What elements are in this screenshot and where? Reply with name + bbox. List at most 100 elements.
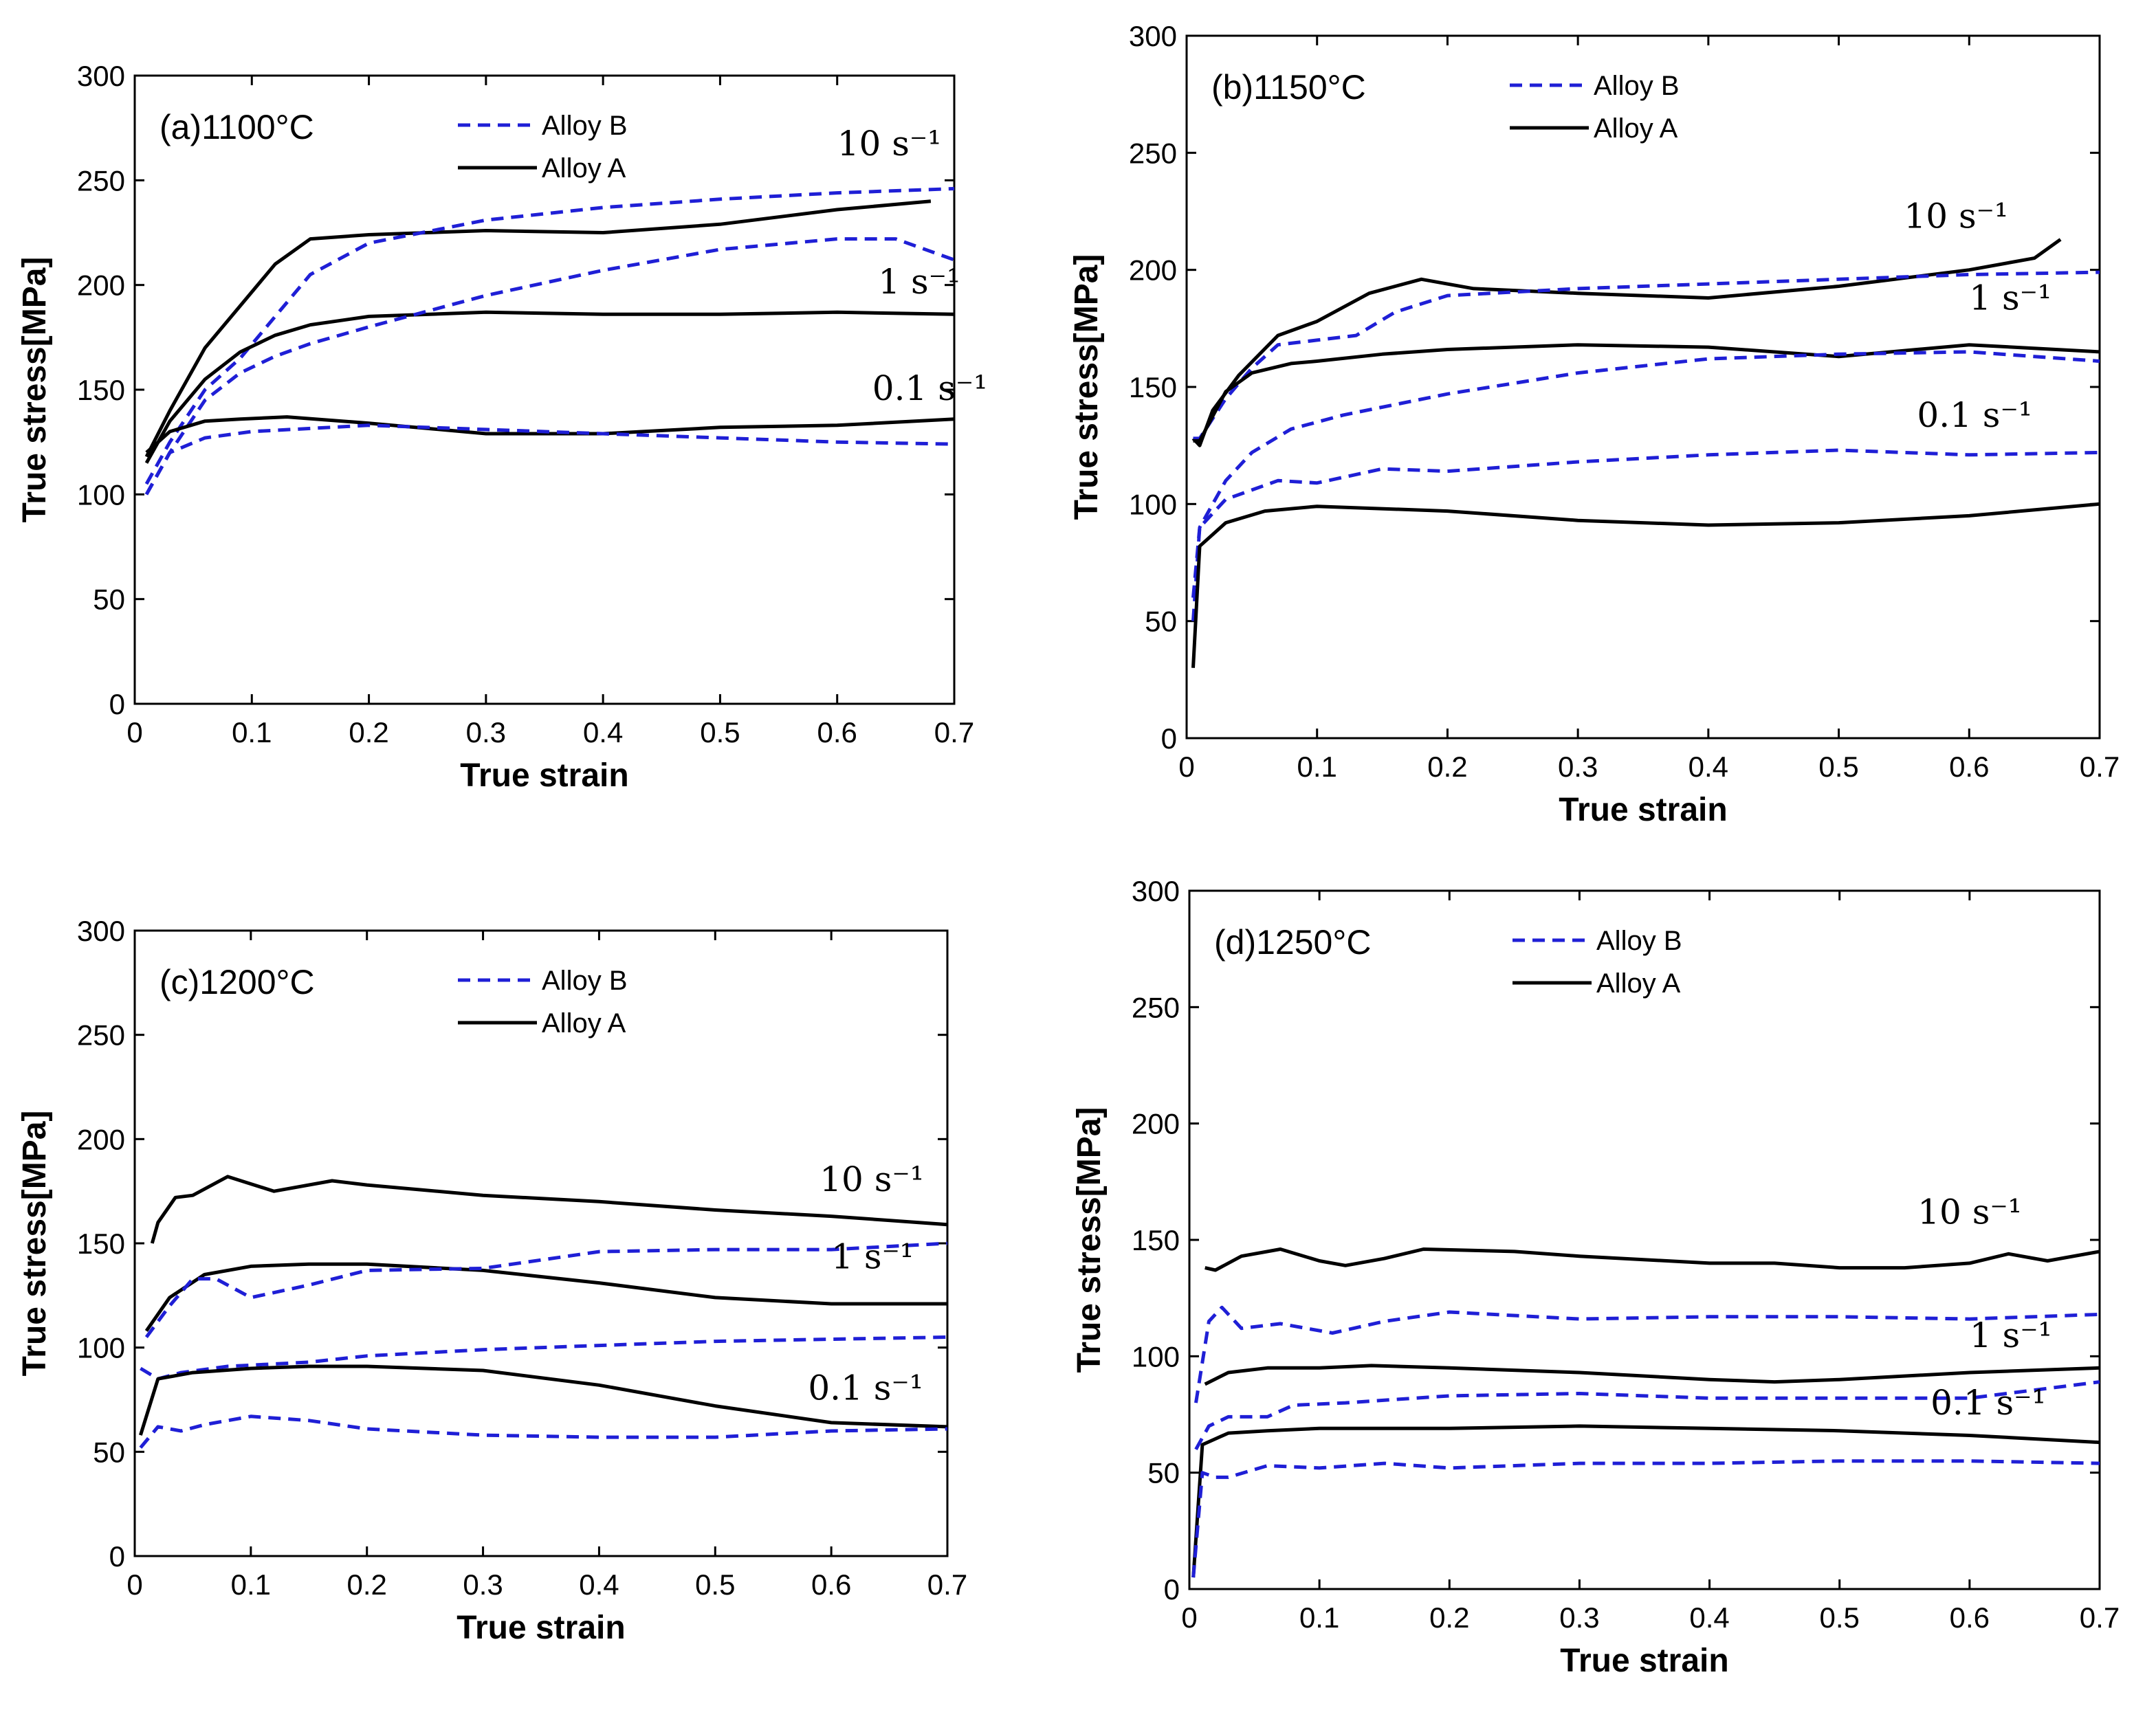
legend-entry: Alloy A	[1596, 968, 1681, 999]
x-tick-label: 0.4	[583, 716, 623, 748]
x-tick-label: 0.3	[463, 1568, 503, 1601]
y-tick-label: 250	[1132, 991, 1180, 1023]
chart-panel-b: 0 0.1 0.2 0.3 0.4 0.5 0.6 0.7 0 50 100 150 200 250 300…	[1068, 20, 2120, 828]
series-line-alloy-a	[1191, 502, 2100, 668]
y-tick-label: 50	[1145, 606, 1177, 638]
x-tick-label: 0.7	[2080, 1601, 2120, 1634]
y-tick-label: 50	[1147, 1457, 1180, 1489]
y-tick-label: 50	[93, 584, 125, 616]
y-tick-label: 300	[77, 915, 125, 947]
y-tick-label: 200	[77, 1123, 125, 1155]
x-tick-label: 0.6	[817, 716, 857, 748]
x-tick-label: 0.3	[466, 716, 506, 748]
y-axis-label: True stress[MPa]	[16, 257, 53, 523]
strain-rate-label: 1 s⁻¹	[878, 262, 960, 302]
y-tick-label: 300	[77, 60, 125, 92]
y-tick-label: 0	[109, 1540, 125, 1573]
x-tick-label: 0.1	[1297, 751, 1337, 783]
x-tick-label: 0.2	[1427, 751, 1467, 783]
series-line-alloy-a	[1193, 343, 2100, 443]
series-line-alloy-b	[1193, 270, 2100, 441]
x-tick-label: 0.2	[349, 716, 388, 748]
series-line-alloy-b	[144, 187, 955, 485]
x-tick-label: 0	[126, 1568, 142, 1601]
chart-panel-a: 0 0.1 0.2 0.3 0.4 0.5 0.6 0.7 0 50 100 150 200 250 300…	[16, 60, 987, 794]
x-tick-label: 0.5	[1818, 751, 1858, 783]
series-line-alloy-b	[144, 423, 955, 496]
y-tick-label: 200	[1132, 1108, 1180, 1140]
series-line-alloy-b	[1191, 448, 2100, 621]
panel-title: (b)1150°C	[1211, 68, 1366, 107]
series-line-alloy-a	[145, 415, 955, 454]
y-tick-label: 100	[1129, 488, 1177, 520]
x-tick-label: 0.5	[700, 716, 740, 748]
x-tick-label: 0.6	[1949, 751, 1989, 783]
y-tick-label: 100	[77, 1332, 125, 1364]
series-line-alloy-b	[140, 1335, 948, 1381]
series-line-alloy-b	[1191, 1459, 2100, 1578]
y-axis-label: True stress[MPa]	[1068, 254, 1105, 520]
x-axis-label: True strain	[460, 757, 628, 794]
series-line-alloy-a	[139, 1364, 948, 1436]
y-tick-label: 150	[77, 374, 125, 406]
y-tick-label: 100	[1132, 1340, 1180, 1373]
strain-rate-label: 0.1 s⁻¹	[1930, 1383, 2046, 1423]
x-tick-label: 0.5	[1820, 1601, 1860, 1634]
series-line-alloy-b	[1194, 1305, 2100, 1403]
x-tick-label: 0.1	[231, 1568, 271, 1601]
y-axis-label: True stress[MPa]	[1071, 1107, 1108, 1373]
strain-rate-label: 10 s⁻¹	[837, 124, 942, 164]
x-tick-label: 0.3	[1558, 751, 1598, 783]
y-tick-label: 0	[1164, 1573, 1180, 1606]
x-tick-label: 0.6	[1950, 1601, 1990, 1634]
series-line-alloy-b	[144, 237, 955, 496]
chart-panel-c: 0 0.1 0.2 0.3 0.4 0.5 0.6 0.7 0 50 100 150 200 250 300…	[16, 915, 967, 1646]
x-tick-label: 0	[126, 716, 142, 748]
x-tick-label: 0.7	[2080, 751, 2120, 783]
x-tick-label: 0	[1181, 1601, 1197, 1634]
x-tick-label: 0.7	[934, 716, 974, 748]
y-tick-label: 0	[1161, 722, 1177, 755]
x-tick-label: 0	[1178, 751, 1194, 783]
y-tick-label: 250	[77, 1019, 125, 1052]
x-tick-label: 0.1	[232, 716, 272, 748]
y-tick-label: 250	[77, 164, 125, 197]
legend-entry: Alloy A	[542, 153, 626, 184]
x-axis-label: True strain	[456, 1610, 625, 1646]
series-line-alloy-b	[1194, 1380, 2100, 1451]
strain-rate-label: 1 s⁻¹	[831, 1236, 914, 1276]
panel-title: (c)1200°C	[160, 963, 315, 1001]
x-tick-label: 0.6	[811, 1568, 851, 1601]
y-tick-label: 50	[93, 1436, 125, 1468]
legend-entry: Alloy B	[1596, 926, 1682, 956]
y-tick-label: 150	[77, 1228, 125, 1260]
series-line-alloy-a	[144, 199, 932, 458]
y-tick-label: 150	[1132, 1224, 1180, 1256]
plot-area-frame	[133, 929, 949, 1557]
x-tick-label: 0.2	[347, 1568, 387, 1601]
legend-entry: Alloy B	[1594, 71, 1680, 101]
x-tick-label: 0.4	[1688, 751, 1728, 783]
x-tick-label: 0.3	[1559, 1601, 1599, 1634]
y-tick-label: 0	[109, 688, 125, 720]
series-line-alloy-a	[150, 1175, 948, 1244]
panel-title: (a)1100°C	[160, 108, 314, 146]
y-axis-label: True stress[MPa]	[16, 1111, 53, 1377]
strain-rate-label: 10 s⁻¹	[820, 1159, 924, 1199]
series-line-alloy-a	[144, 310, 955, 464]
y-tick-label: 250	[1129, 137, 1177, 169]
strain-rate-label: 0.1 s⁻¹	[1917, 395, 2032, 435]
chart-panel-d: 0 0.1 0.2 0.3 0.4 0.5 0.6 0.7 0 50 100 150 200 250 300…	[1071, 875, 2120, 1679]
y-tick-label: 200	[1129, 254, 1177, 287]
legend-entry: Alloy A	[542, 1008, 626, 1039]
panel-title: (d)1250°C	[1214, 923, 1371, 962]
series-line-alloy-a	[144, 1262, 947, 1332]
series-line-alloy-b	[139, 1414, 948, 1449]
x-tick-label: 0.7	[927, 1568, 967, 1601]
strain-rate-label: 0.1 s⁻¹	[808, 1368, 923, 1408]
x-tick-label: 0.1	[1299, 1601, 1339, 1634]
y-tick-label: 300	[1129, 20, 1177, 52]
x-axis-label: True strain	[1560, 1643, 1728, 1679]
strain-rate-label: 10 s⁻¹	[1904, 196, 2008, 236]
x-axis-label: True strain	[1559, 792, 1727, 828]
